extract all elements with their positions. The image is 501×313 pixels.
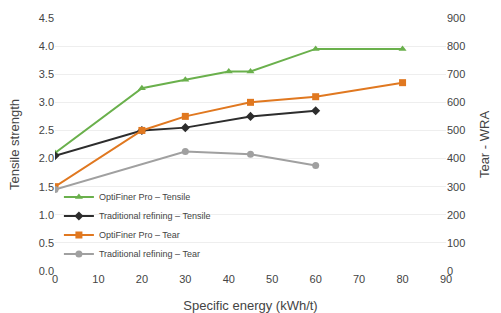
svg-text:Tear - WRA: Tear - WRA [477, 111, 492, 179]
svg-text:500: 500 [447, 124, 465, 136]
svg-text:3.5: 3.5 [39, 68, 54, 80]
svg-text:Specific energy (kWh/t): Specific energy (kWh/t) [183, 298, 317, 313]
svg-text:60: 60 [310, 273, 322, 285]
svg-text:90: 90 [440, 273, 452, 285]
svg-text:1.5: 1.5 [39, 181, 54, 193]
svg-text:0.0: 0.0 [39, 265, 54, 277]
svg-text:600: 600 [447, 96, 465, 108]
svg-text:300: 300 [447, 181, 465, 193]
svg-text:70: 70 [353, 273, 365, 285]
svg-text:OptiFiner Pro – Tensile: OptiFiner Pro – Tensile [99, 192, 190, 202]
svg-text:200: 200 [447, 209, 465, 221]
svg-text:900: 900 [447, 12, 465, 24]
svg-text:400: 400 [447, 152, 465, 164]
svg-text:Traditional refining – Tensile: Traditional refining – Tensile [99, 211, 211, 221]
svg-text:3.0: 3.0 [39, 96, 54, 108]
svg-text:80: 80 [396, 273, 408, 285]
svg-text:30: 30 [179, 273, 191, 285]
svg-text:40: 40 [223, 273, 235, 285]
svg-text:0.5: 0.5 [39, 237, 54, 249]
svg-text:50: 50 [266, 273, 278, 285]
svg-text:700: 700 [447, 68, 465, 80]
svg-text:20: 20 [136, 273, 148, 285]
svg-text:Traditional refining – Tear: Traditional refining – Tear [99, 249, 200, 259]
svg-text:2.5: 2.5 [39, 124, 54, 136]
svg-text:10: 10 [92, 273, 104, 285]
svg-text:0: 0 [447, 265, 453, 277]
svg-text:1.0: 1.0 [39, 209, 54, 221]
svg-text:OptiFiner Pro – Tear: OptiFiner Pro – Tear [99, 230, 180, 240]
svg-text:4.5: 4.5 [39, 12, 54, 24]
svg-text:4.0: 4.0 [39, 40, 54, 52]
svg-text:0: 0 [52, 273, 58, 285]
svg-text:2.0: 2.0 [39, 152, 54, 164]
svg-text:100: 100 [447, 237, 465, 249]
svg-text:800: 800 [447, 40, 465, 52]
svg-text:Tensile strength: Tensile strength [7, 99, 22, 190]
